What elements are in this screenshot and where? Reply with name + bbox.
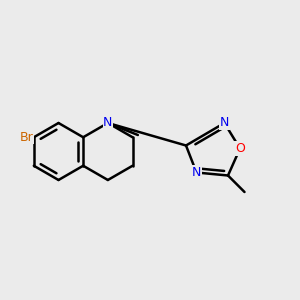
Text: N: N [192, 166, 201, 179]
Text: Br: Br [20, 131, 33, 144]
Text: N: N [103, 116, 112, 130]
Text: O: O [235, 142, 245, 155]
Text: N: N [220, 116, 229, 130]
